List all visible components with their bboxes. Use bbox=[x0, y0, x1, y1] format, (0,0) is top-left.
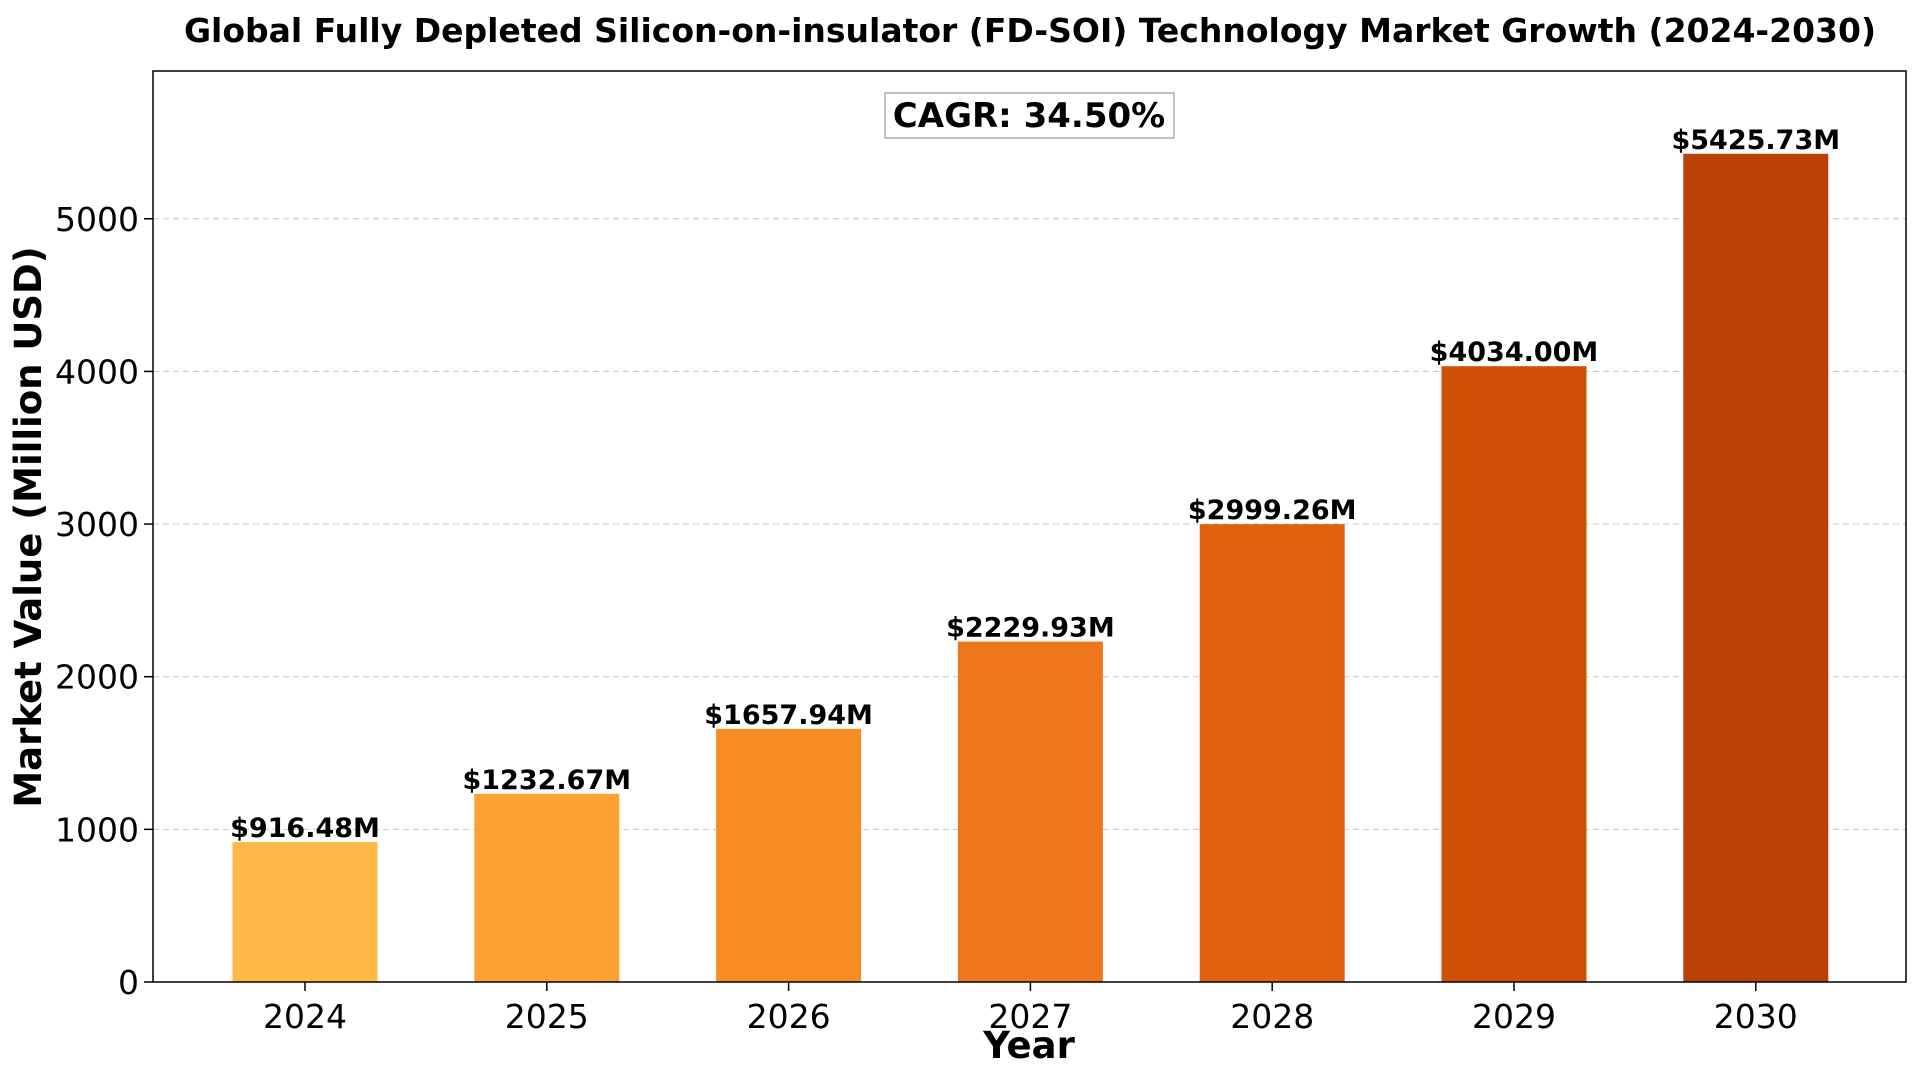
bar-value-label: $2229.93M bbox=[946, 613, 1115, 644]
bar bbox=[1441, 366, 1587, 982]
x-tick-label: 2029 bbox=[1472, 997, 1556, 1036]
cagr-annotation: CAGR: 34.50% bbox=[884, 92, 1175, 139]
x-axis-label: Year bbox=[982, 1024, 1075, 1067]
bar bbox=[1683, 153, 1829, 983]
x-tick-label: 2026 bbox=[747, 997, 831, 1036]
bar-value-label: $1657.94M bbox=[704, 700, 873, 731]
y-tick-label: 2000 bbox=[55, 658, 139, 697]
y-axis-ticks: 0 1000 2000 3000 4000 5000 bbox=[55, 200, 153, 1002]
y-tick-label: 5000 bbox=[55, 200, 139, 239]
x-axis-ticks: 2024 2025 2026 2027 2028 2029 2030 bbox=[263, 982, 1798, 1036]
bar bbox=[716, 728, 862, 982]
bar-value-label: $4034.00M bbox=[1430, 337, 1599, 368]
cagr-label: CAGR: 34.50% bbox=[893, 96, 1165, 136]
bar bbox=[1199, 524, 1345, 982]
bars bbox=[232, 153, 1829, 983]
x-tick-label: 2030 bbox=[1714, 997, 1798, 1036]
x-tick-label: 2027 bbox=[988, 997, 1072, 1036]
y-tick-label: 3000 bbox=[55, 505, 139, 544]
bar-value-label: $5425.73M bbox=[1671, 125, 1840, 156]
chart-title: Global Fully Depleted Silicon-on-insulat… bbox=[184, 11, 1876, 50]
y-axis-label: Market Value (Million USD) bbox=[7, 246, 50, 807]
bar-value-label: $916.48M bbox=[230, 813, 380, 844]
bar-value-label: $2999.26M bbox=[1188, 495, 1357, 526]
plot-frame bbox=[152, 70, 1907, 983]
y-tick-label: 4000 bbox=[55, 352, 139, 391]
bar bbox=[474, 793, 620, 982]
bar-value-label: $1232.67M bbox=[462, 765, 631, 796]
y-tick-label: 1000 bbox=[55, 810, 139, 849]
y-tick-label: 0 bbox=[118, 963, 139, 1002]
x-tick-label: 2025 bbox=[505, 997, 589, 1036]
bar bbox=[232, 842, 378, 982]
bar bbox=[957, 641, 1103, 982]
cagr-box bbox=[884, 92, 1175, 139]
gridlines bbox=[153, 218, 1906, 830]
data-labels: $916.48M $1232.67M $1657.94M $2229.93M $2999… bbox=[230, 125, 1840, 844]
x-tick-label: 2024 bbox=[263, 997, 347, 1036]
x-tick-label: 2028 bbox=[1230, 997, 1314, 1036]
